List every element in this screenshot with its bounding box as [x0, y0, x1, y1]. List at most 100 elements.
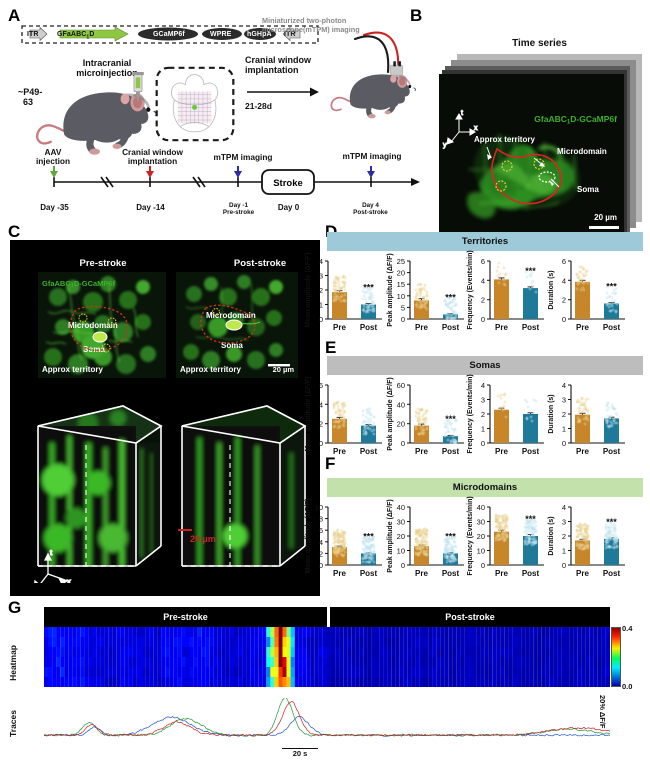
svg-text:Post: Post	[442, 447, 460, 456]
svg-text:Pre: Pre	[415, 447, 428, 456]
svg-text:2: 2	[319, 420, 323, 429]
svg-text:30: 30	[477, 518, 485, 527]
svg-text:Post: Post	[603, 447, 621, 456]
svg-text:20: 20	[397, 420, 405, 429]
svg-text:6: 6	[319, 526, 323, 535]
svg-text:x: x	[474, 125, 478, 132]
svg-text:Pre: Pre	[576, 447, 589, 456]
svg-text:Post: Post	[360, 323, 378, 332]
svg-text:10: 10	[315, 503, 323, 512]
svg-text:6: 6	[562, 257, 566, 266]
svg-text:Duration (s): Duration (s)	[548, 394, 555, 433]
svg-text:Pre: Pre	[495, 569, 508, 578]
svg-text:10: 10	[477, 547, 485, 556]
svg-text:1: 1	[481, 425, 485, 434]
svg-text:Pre: Pre	[576, 569, 589, 578]
svg-text:Post: Post	[522, 447, 540, 456]
svg-text:x: x	[67, 577, 71, 583]
svg-text:Pre: Pre	[415, 323, 428, 332]
svg-text:Post: Post	[522, 323, 540, 332]
svg-text:0: 0	[562, 561, 566, 570]
svg-text:0: 0	[319, 561, 323, 570]
svg-text:40: 40	[397, 400, 405, 409]
svg-text:Approx territory: Approx territory	[474, 135, 535, 144]
svg-text:Post: Post	[360, 569, 378, 578]
svg-text:Post: Post	[360, 447, 378, 456]
svg-text:Mean amplitude (ΔF/F): Mean amplitude (ΔF/F)	[305, 252, 312, 327]
svg-text:2: 2	[319, 286, 323, 295]
svg-text:30: 30	[397, 518, 405, 527]
svg-text:***: ***	[525, 514, 536, 524]
svg-text:0: 0	[401, 439, 405, 448]
svg-text:Duration (s): Duration (s)	[548, 270, 555, 309]
svg-text:Mean amplitude (ΔF/F): Mean amplitude (ΔF/F)	[305, 376, 312, 451]
svg-text:***: ***	[445, 531, 456, 541]
svg-text:Peak amplitude (ΔF/F): Peak amplitude (ΔF/F)	[387, 377, 394, 451]
svg-text:3: 3	[562, 518, 566, 527]
svg-text:4: 4	[319, 400, 323, 409]
svg-text:0: 0	[562, 315, 566, 324]
svg-text:Peak amplitude (ΔF/F): Peak amplitude (ΔF/F)	[387, 499, 394, 573]
svg-text:Stroke: Stroke	[273, 178, 303, 189]
svg-text:Approx territory: Approx territory	[180, 365, 241, 374]
svg-text:2: 2	[562, 532, 566, 541]
svg-text:Approx territory: Approx territory	[42, 365, 103, 374]
svg-text:3: 3	[562, 396, 566, 405]
svg-text:Pre: Pre	[333, 323, 346, 332]
svg-text:GfaABC1D-GCaMP6f: GfaABC1D-GCaMP6f	[42, 279, 116, 289]
svg-text:40: 40	[397, 503, 405, 512]
svg-text:Microdomain: Microdomain	[557, 147, 607, 156]
svg-text:0: 0	[319, 315, 323, 324]
svg-text:Frequency (Events/min): Frequency (Events/min)	[467, 250, 474, 329]
svg-text:4: 4	[481, 276, 485, 285]
svg-text:Mean amplitude (ΔF/F): Mean amplitude (ΔF/F)	[305, 498, 312, 573]
svg-text:3: 3	[319, 272, 323, 281]
svg-text:1: 1	[562, 547, 566, 556]
svg-text:0: 0	[562, 439, 566, 448]
svg-text:Frequency (Events/min): Frequency (Events/min)	[467, 374, 474, 453]
svg-text:6: 6	[481, 257, 485, 266]
svg-text:Post: Post	[603, 569, 621, 578]
svg-text:4: 4	[481, 381, 485, 390]
svg-text:***: ***	[363, 283, 374, 293]
svg-text:10: 10	[397, 292, 405, 301]
svg-text:***: ***	[606, 517, 617, 527]
svg-text:5: 5	[401, 303, 405, 312]
svg-text:1: 1	[562, 425, 566, 434]
svg-text:Pre: Pre	[333, 447, 346, 456]
svg-text:10: 10	[397, 547, 405, 556]
svg-text:Post: Post	[442, 569, 460, 578]
svg-text:2: 2	[562, 410, 566, 419]
svg-text:Peak amplitude (ΔF/F): Peak amplitude (ΔF/F)	[387, 253, 394, 327]
svg-text:Frequency (Events/min): Frequency (Events/min)	[467, 496, 474, 575]
svg-text:25: 25	[397, 257, 405, 266]
svg-text:Pre: Pre	[333, 569, 346, 578]
svg-text:4: 4	[562, 503, 566, 512]
svg-text:***: ***	[606, 282, 617, 292]
svg-text:2: 2	[319, 549, 323, 558]
svg-text:Post: Post	[603, 323, 621, 332]
svg-text:0: 0	[481, 439, 485, 448]
svg-text:Pre: Pre	[495, 447, 508, 456]
svg-text:0: 0	[319, 439, 323, 448]
svg-text:4: 4	[319, 257, 323, 266]
svg-text:4: 4	[562, 276, 566, 285]
svg-text:GfaABC1D-GCaMP6f: GfaABC1D-GCaMP6f	[534, 114, 617, 126]
svg-text:8: 8	[319, 515, 323, 524]
svg-text:t: t	[461, 110, 463, 117]
svg-text:0: 0	[481, 561, 485, 570]
svg-text:4: 4	[319, 538, 323, 547]
svg-text:***: ***	[363, 531, 374, 541]
svg-text:20 µm: 20 µm	[594, 213, 617, 222]
svg-text:Microdomain: Microdomain	[68, 321, 118, 330]
svg-text:Pre: Pre	[415, 569, 428, 578]
svg-text:2: 2	[481, 410, 485, 419]
svg-text:1: 1	[319, 301, 323, 310]
svg-text:***: ***	[445, 292, 456, 302]
svg-text:20: 20	[477, 532, 485, 541]
svg-text:0: 0	[481, 315, 485, 324]
svg-text:0: 0	[401, 315, 405, 324]
svg-text:20: 20	[397, 532, 405, 541]
svg-text:Soma: Soma	[83, 345, 105, 354]
svg-text:2: 2	[481, 296, 485, 305]
